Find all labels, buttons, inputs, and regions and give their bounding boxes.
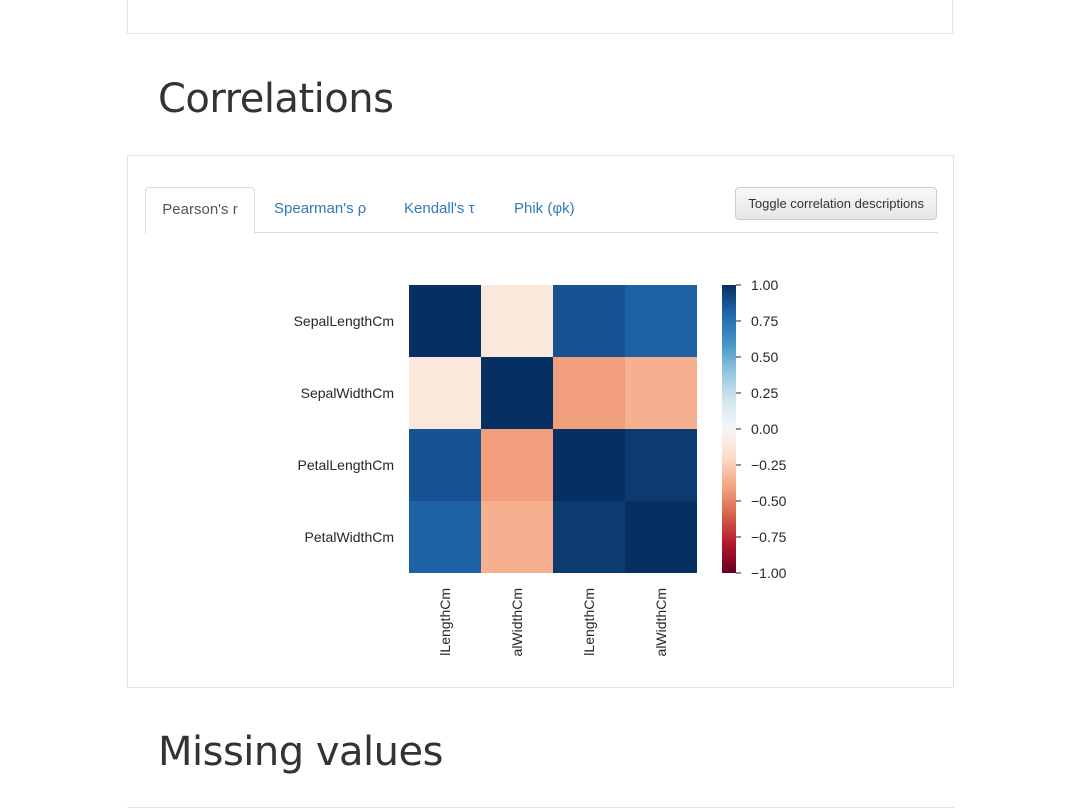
column-label: alWidthCm — [653, 588, 669, 656]
heatmap-cell — [625, 501, 697, 573]
heatmap-cell — [625, 285, 697, 357]
tab-spearman[interactable]: Spearman's ρ — [274, 200, 367, 217]
correlation-heatmap: SepalLengthCm SepalWidthCm PetalLengthCm Pe… — [294, 277, 787, 656]
colorbar-tick-label: 0.50 — [751, 349, 778, 365]
heatmap-cell — [409, 285, 481, 357]
missing-values-heading: Missing values — [158, 729, 443, 775]
heatmap-cell — [553, 357, 625, 429]
colorbar — [722, 285, 736, 573]
colorbar-tick-label: 0.75 — [751, 313, 778, 329]
row-label: PetalLengthCm — [297, 457, 394, 473]
heatmap-cell — [481, 429, 553, 501]
heatmap-cell — [553, 285, 625, 357]
column-label: lLengthCm — [437, 588, 453, 656]
toggle-descriptions-button[interactable]: Toggle correlation descriptions — [735, 187, 937, 220]
correlations-panel: Pearson's r Spearman's ρ Kendall's τ Phi… — [127, 155, 954, 688]
previous-section-panel — [127, 0, 953, 34]
next-section-border — [127, 807, 954, 808]
colorbar-tick-label: 1.00 — [751, 277, 778, 293]
row-label: SepalWidthCm — [301, 385, 394, 401]
heatmap-cell — [625, 429, 697, 501]
correlations-heading: Correlations — [158, 76, 394, 122]
tab-kendall[interactable]: Kendall's τ — [404, 200, 475, 217]
heatmap-cell — [409, 357, 481, 429]
column-label: lLengthCm — [581, 588, 597, 656]
heatmap-cell — [553, 429, 625, 501]
heatmap-cell — [625, 357, 697, 429]
colorbar-tick-label: −0.25 — [751, 457, 787, 473]
heatmap-cell — [481, 357, 553, 429]
row-label: PetalWidthCm — [305, 529, 394, 545]
heatmap-cell — [409, 429, 481, 501]
colorbar-tick-label: 0.00 — [751, 421, 778, 437]
colorbar-tick-label: −1.00 — [751, 565, 787, 581]
colorbar-tick-label: −0.75 — [751, 529, 787, 545]
heatmap-cell — [553, 501, 625, 573]
tab-pearson[interactable]: Pearson's r — [145, 187, 255, 234]
heatmap-cell — [481, 501, 553, 573]
column-label: alWidthCm — [509, 588, 525, 656]
row-label: SepalLengthCm — [294, 313, 394, 329]
colorbar-tick-label: 0.25 — [751, 385, 778, 401]
heatmap-cell — [409, 501, 481, 573]
tab-phik[interactable]: Phik (φk) — [514, 200, 575, 217]
correlation-tabs: Pearson's r Spearman's ρ Kendall's τ Phi… — [145, 187, 938, 234]
heatmap-cell — [481, 285, 553, 357]
colorbar-tick-label: −0.50 — [751, 493, 787, 509]
